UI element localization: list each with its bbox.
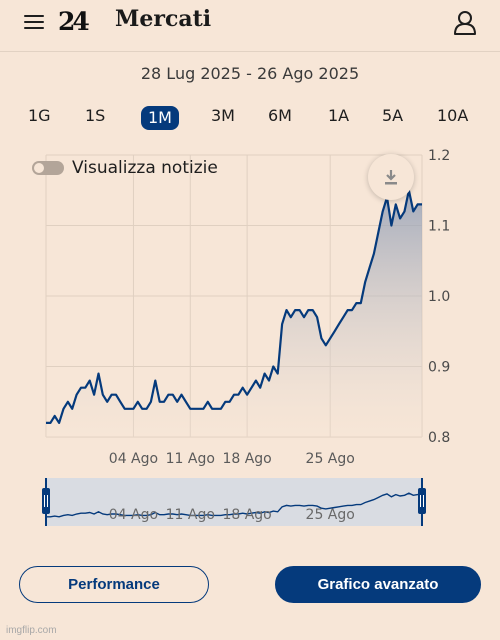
tab-1s[interactable]: 1S bbox=[85, 106, 106, 125]
date-range: 28 Lug 2025 - 26 Ago 2025 bbox=[140, 64, 360, 83]
y-tick-label: 1.2 bbox=[428, 148, 450, 164]
navigator-handle-right[interactable] bbox=[418, 478, 426, 526]
logo[interactable]: 24 bbox=[58, 7, 90, 36]
tab-1g[interactable]: 1G bbox=[28, 106, 51, 125]
download-button[interactable] bbox=[368, 154, 414, 200]
navigator-handle-left[interactable] bbox=[42, 478, 50, 526]
download-icon bbox=[385, 170, 397, 185]
x-tick-label: 11 Ago bbox=[166, 451, 215, 467]
page-title: Mercati bbox=[115, 6, 212, 32]
news-toggle[interactable]: Visualizza notizie bbox=[32, 158, 218, 178]
tab-1m[interactable]: 1M bbox=[141, 106, 179, 130]
y-tick-label: 0.9 bbox=[428, 360, 450, 376]
navigator-label: 04 Ago bbox=[109, 507, 158, 523]
y-tick-label: 1.0 bbox=[428, 289, 450, 305]
toggle-switch[interactable] bbox=[32, 161, 64, 175]
price-chart[interactable]: 1.2 1.1 1.0 0.9 0.8 04 Ago 11 Ago 18 Ago 25 Ago bbox=[0, 140, 500, 470]
period-tabs: 1G 1S 1M 3M 6M 1A 5A 10A bbox=[12, 103, 488, 130]
tab-6m[interactable]: 6M bbox=[268, 106, 292, 125]
navigator-label: 11 Ago bbox=[166, 507, 215, 523]
user-icon-svg bbox=[454, 11, 476, 35]
advanced-chart-button[interactable]: Grafico avanzato bbox=[275, 566, 481, 603]
y-tick-label: 0.8 bbox=[428, 430, 450, 446]
watermark: imgflip.com bbox=[6, 625, 57, 636]
price-line bbox=[46, 189, 422, 424]
tab-1a[interactable]: 1A bbox=[328, 106, 350, 125]
user-icon[interactable] bbox=[452, 10, 478, 36]
navigator-label: 25 Ago bbox=[306, 507, 355, 523]
navigator-label: 18 Ago bbox=[222, 507, 271, 523]
performance-button[interactable]: Performance bbox=[19, 566, 209, 603]
x-tick-label: 18 Ago bbox=[222, 451, 271, 467]
top-bar: 24 Mercati bbox=[0, 0, 500, 52]
x-tick-label: 04 Ago bbox=[109, 451, 158, 467]
news-toggle-label: Visualizza notizie bbox=[72, 158, 218, 178]
navigator-selection[interactable] bbox=[46, 478, 422, 526]
range-navigator[interactable]: 04 Ago 11 Ago 18 Ago 25 Ago bbox=[0, 470, 500, 530]
tab-3m[interactable]: 3M bbox=[211, 106, 235, 125]
tab-10a[interactable]: 10A bbox=[437, 106, 469, 125]
y-tick-label: 1.1 bbox=[428, 219, 450, 235]
navigator-line bbox=[46, 492, 422, 518]
tab-5a[interactable]: 5A bbox=[382, 106, 404, 125]
x-tick-label: 25 Ago bbox=[306, 451, 355, 467]
price-area bbox=[46, 190, 422, 437]
hamburger-icon[interactable] bbox=[22, 13, 46, 31]
